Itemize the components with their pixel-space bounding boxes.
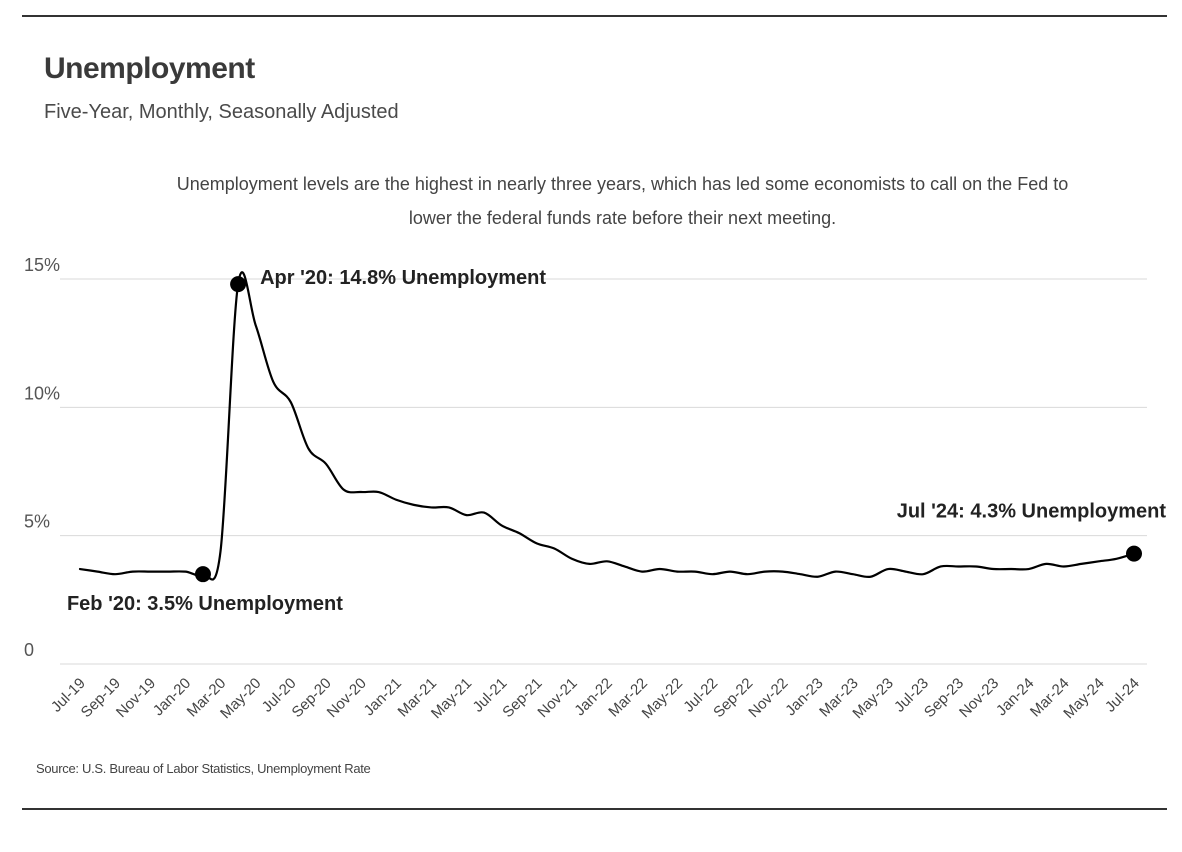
series-line-layer bbox=[78, 271, 1136, 581]
y-tick-label: 0 bbox=[24, 640, 34, 660]
y-tick-label: 15% bbox=[24, 255, 60, 275]
chart-note-line-1: Unemployment levels are the highest in n… bbox=[176, 174, 1069, 194]
annotations: Feb '20: 3.5% Unemployment Apr '20: 14.8%… bbox=[67, 267, 1166, 615]
x-tick-label: Nov-22 bbox=[745, 675, 791, 721]
chart-title: Unemployment bbox=[44, 52, 255, 85]
y-axis-labels: 0 5% 10% 15% bbox=[24, 255, 60, 660]
x-tick-label: Nov-23 bbox=[956, 675, 1002, 721]
x-tick-label: Nov-20 bbox=[324, 675, 370, 721]
x-tick-label: Nov-19 bbox=[113, 675, 159, 721]
y-tick-label: 5% bbox=[24, 512, 50, 532]
x-tick-label: Nov-21 bbox=[534, 675, 580, 721]
chart-note-line-2: lower the federal funds rate before thei… bbox=[408, 208, 837, 228]
x-tick-label: Jul-24 bbox=[1102, 675, 1143, 716]
annotation-label: Feb '20: 3.5% Unemployment bbox=[67, 593, 343, 615]
chart-subtitle: Five-Year, Monthly, Seasonally Adjusted bbox=[44, 101, 399, 123]
source-note: Source: U.S. Bureau of Labor Statistics,… bbox=[36, 761, 371, 776]
annotation-label: Apr '20: 14.8% Unemployment bbox=[260, 267, 546, 289]
annotation-marker bbox=[1126, 545, 1142, 562]
x-axis-labels: Jul-19Sep-19Nov-19Jan-20Mar-20May-20Jul-… bbox=[48, 675, 1143, 722]
unemployment-series-line bbox=[78, 271, 1136, 581]
y-tick-label: 10% bbox=[24, 383, 60, 403]
annotation-marker bbox=[194, 566, 211, 583]
annotation-marker bbox=[230, 276, 247, 293]
annotation-label: Jul '24: 4.3% Unemployment bbox=[897, 501, 1167, 523]
top-rule bbox=[22, 15, 1167, 17]
bottom-rule bbox=[22, 808, 1167, 810]
